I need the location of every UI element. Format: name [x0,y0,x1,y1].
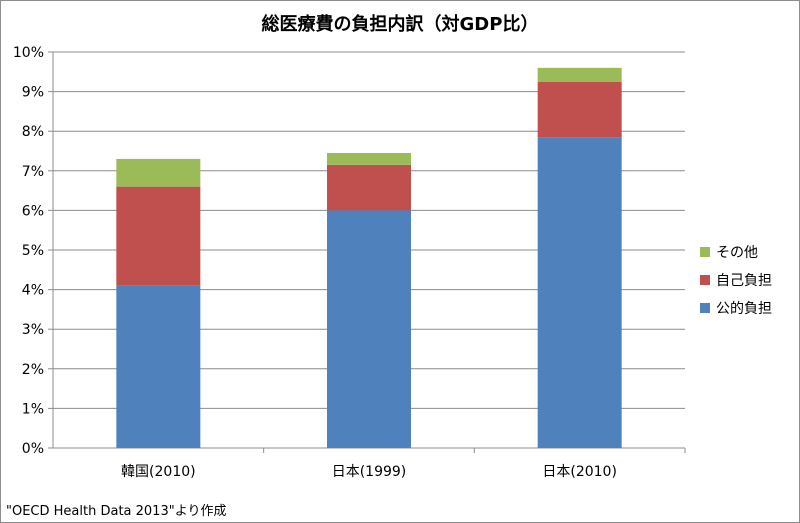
x-tick-label: 韓国(2010) [121,464,196,480]
legend-label-public: 公的負担 [716,301,772,317]
bar-segment [116,285,201,448]
legend-label-out-of-pocket: 自己負担 [716,273,772,289]
chart-legend: その他 自己負担 公的負担 [700,238,772,322]
y-tick-label: 3% [22,322,44,338]
y-tick-label: 4% [22,283,44,299]
x-tick-label: 日本(2010) [542,464,617,480]
y-tick-label: 8% [22,124,44,140]
y-tick-label: 0% [22,441,44,457]
y-tick-label: 7% [22,164,44,180]
bar-segment [327,164,411,211]
bar-segment [116,158,201,187]
bar-segment [327,210,411,448]
legend-item-other: その他 [700,238,772,266]
x-tick-label: 日本(1999) [332,464,407,480]
bar-segment [116,186,201,286]
y-tick-label: 5% [22,243,44,259]
y-tick-label: 10% [13,45,44,61]
legend-label-other: その他 [716,245,758,261]
chart-title: 総医療費の負担内訳（対GDP比） [261,14,539,35]
y-tick-label: 1% [22,401,44,417]
bar-segment [537,67,622,82]
legend-item-out-of-pocket: 自己負担 [700,266,772,294]
legend-swatch-other [700,247,710,257]
legend-swatch-out-of-pocket [700,275,710,285]
y-tick-label: 9% [22,85,44,101]
legend-swatch-public [700,303,710,313]
source-note: "OECD Health Data 2013"より作成 [6,504,227,519]
bar-segment [327,152,411,165]
legend-item-public: 公的負担 [700,294,772,322]
bar-segment [537,137,622,448]
y-tick-label: 2% [22,362,44,378]
bar-segment [537,81,622,138]
y-tick-label: 6% [22,203,44,219]
